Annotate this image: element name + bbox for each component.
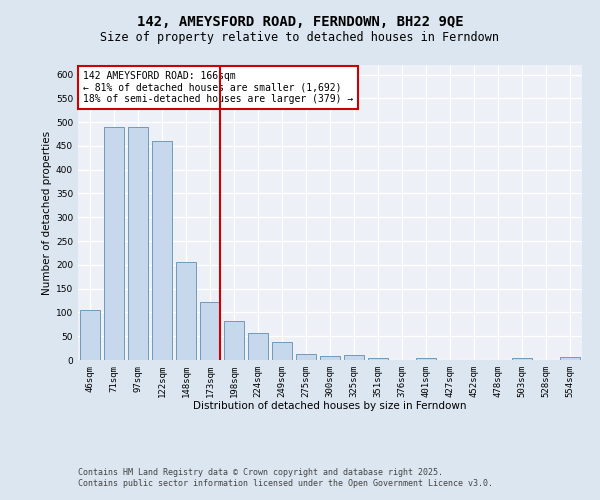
X-axis label: Distribution of detached houses by size in Ferndown: Distribution of detached houses by size … (193, 402, 467, 411)
Bar (296, 354, 316, 360)
Bar (416, 358, 436, 360)
Bar (104, 127, 124, 360)
Bar (272, 342, 292, 360)
Bar (128, 127, 148, 360)
Bar (368, 358, 388, 360)
Bar (320, 356, 340, 360)
Text: Contains HM Land Registry data © Crown copyright and database right 2025.
Contai: Contains HM Land Registry data © Crown c… (78, 468, 493, 487)
Bar (200, 302, 220, 360)
Bar (560, 357, 580, 360)
Bar (152, 141, 172, 360)
Bar (176, 262, 196, 360)
Y-axis label: Number of detached properties: Number of detached properties (42, 130, 52, 294)
Bar (512, 358, 532, 360)
Bar (224, 321, 244, 360)
Bar (248, 333, 268, 360)
Text: Size of property relative to detached houses in Ferndown: Size of property relative to detached ho… (101, 31, 499, 44)
Bar (344, 355, 364, 360)
Text: 142 AMEYSFORD ROAD: 166sqm
← 81% of detached houses are smaller (1,692)
18% of s: 142 AMEYSFORD ROAD: 166sqm ← 81% of deta… (83, 71, 353, 104)
Text: 142, AMEYSFORD ROAD, FERNDOWN, BH22 9QE: 142, AMEYSFORD ROAD, FERNDOWN, BH22 9QE (137, 16, 463, 30)
Bar (80, 310, 100, 360)
